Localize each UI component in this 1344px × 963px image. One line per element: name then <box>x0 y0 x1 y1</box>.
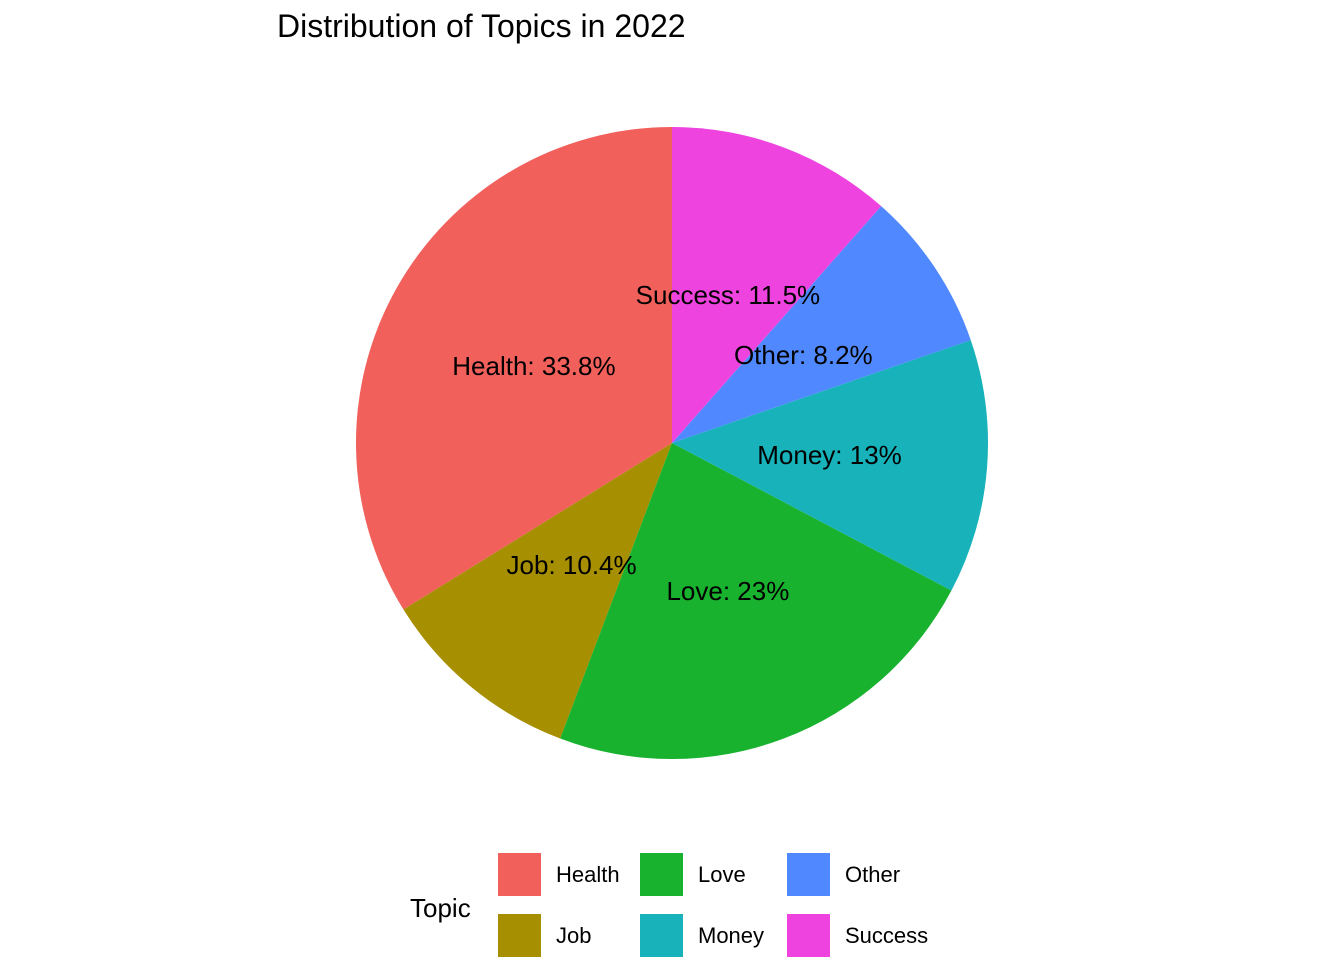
pie-slice-health <box>355 127 672 610</box>
legend-label-health: Health <box>556 861 620 887</box>
slice-label-health: Health: 33.8% <box>452 351 615 381</box>
pie-slice-love <box>560 443 952 759</box>
legend-item-money: Money <box>640 914 764 957</box>
legend-title: Topic <box>410 893 471 923</box>
chart-title: Distribution of Topics in 2022 <box>277 8 686 44</box>
legend-key-job <box>498 914 541 957</box>
pie-slice-other <box>672 206 971 443</box>
legend-item-success: Success <box>787 914 928 957</box>
legend-item-love: Love <box>640 853 746 896</box>
legend-label-job: Job <box>556 922 592 948</box>
legend: Topic Health Job Love Money Other Success <box>408 853 1008 963</box>
slice-label-job: Job: 10.4% <box>507 550 637 580</box>
legend-key-health <box>498 853 541 896</box>
slice-label-money: Money: 13% <box>757 440 902 470</box>
legend-label-love: Love <box>698 861 746 887</box>
legend-key-money <box>640 914 683 957</box>
slice-label-love: Love: 23% <box>666 576 789 606</box>
pie-slice-success <box>672 127 882 443</box>
legend-key-other <box>787 853 830 896</box>
legend-item-job: Job <box>498 914 591 957</box>
pie-slice-job <box>403 443 672 739</box>
pie-slice-money <box>672 340 989 591</box>
pie-slices <box>355 127 989 759</box>
legend-label-money: Money <box>698 922 765 948</box>
slice-label-other: Other: 8.2% <box>734 340 873 370</box>
slice-label-success: Success: 11.5% <box>636 280 821 310</box>
legend-key-love <box>640 853 683 896</box>
legend-label-other: Other <box>845 861 901 887</box>
legend-key-success <box>787 914 830 957</box>
pie-labels: Health: 33.8% Job: 10.4% Love: 23% Money: 1… <box>452 280 902 606</box>
pie-chart: Health: 33.8% Job: 10.4% Love: 23% Money: 1… <box>355 127 989 759</box>
legend-item-other: Other <box>787 853 900 896</box>
legend-item-health: Health <box>498 853 620 896</box>
legend-label-success: Success <box>845 922 929 948</box>
